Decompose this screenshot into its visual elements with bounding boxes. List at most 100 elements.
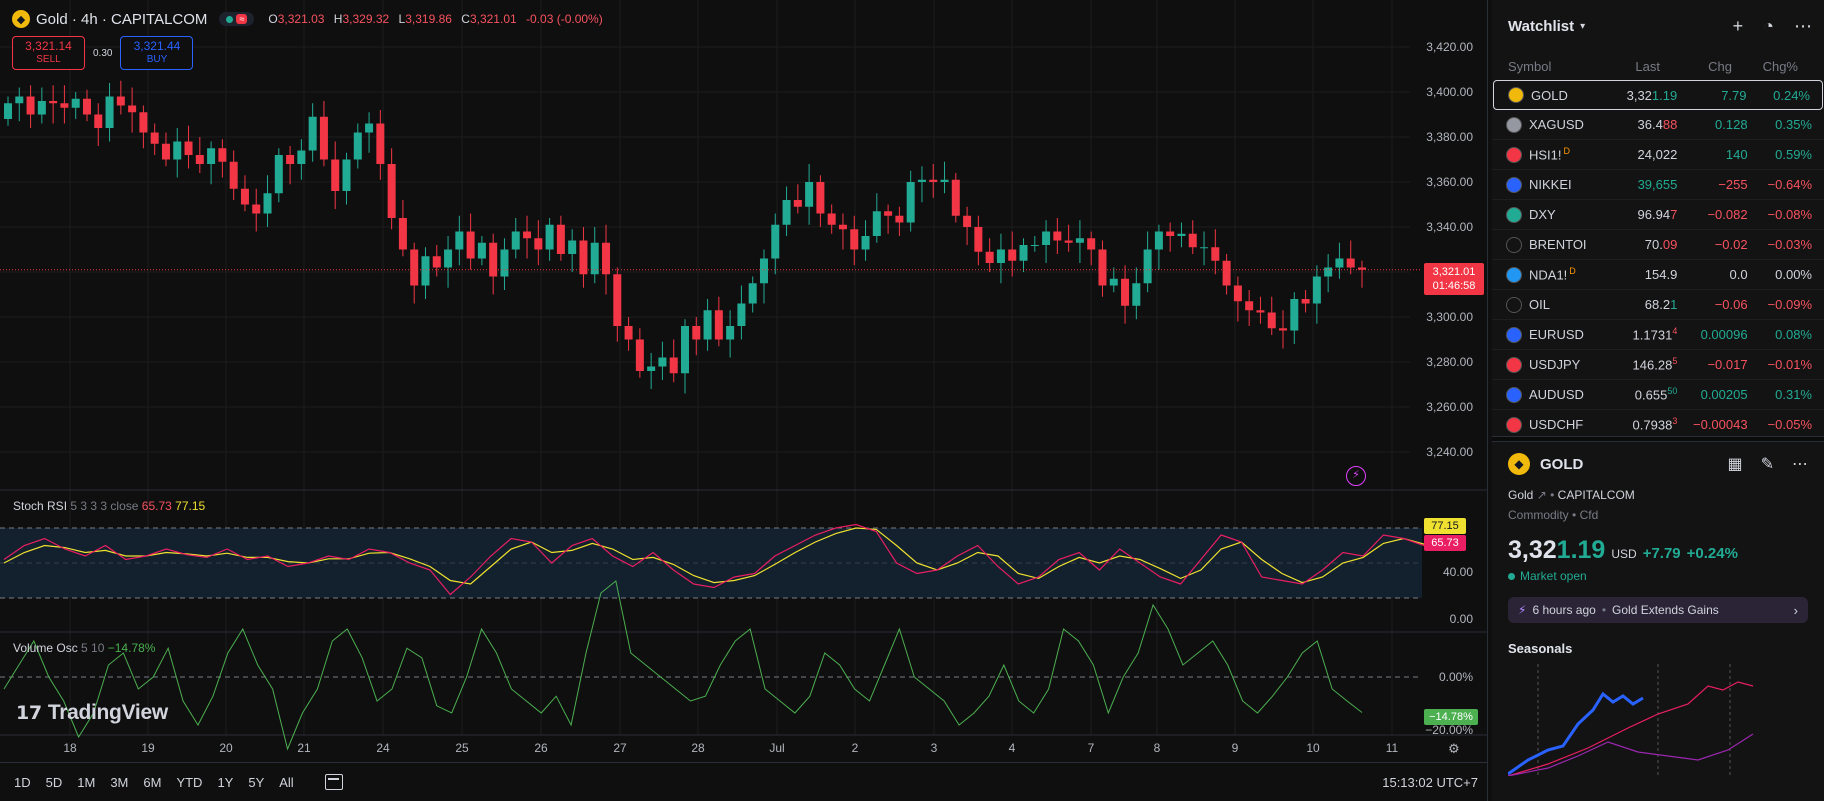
detail-symbol[interactable]: GOLD xyxy=(1540,455,1584,473)
watchlist-row[interactable]: EURUSD 1.17314 0.00096 0.08% xyxy=(1492,320,1824,350)
volume-osc-legend[interactable]: Volume Osc 5 10 −14.78% xyxy=(13,641,155,655)
candle-body xyxy=(286,155,295,164)
panel-divider[interactable] xyxy=(1492,436,1824,442)
col-last[interactable]: Last xyxy=(1635,58,1660,74)
time-axis-label: 11 xyxy=(1385,741,1399,755)
stoch-rsi-legend[interactable]: Stoch RSI 5 3 3 3 close 65.73 77.15 xyxy=(13,499,205,513)
seasonals-title[interactable]: Seasonals xyxy=(1508,641,1573,656)
goto-date-icon[interactable] xyxy=(324,774,343,790)
row-last-main: 0.7938 xyxy=(1632,417,1673,433)
market-status-pill[interactable]: ≈ xyxy=(219,12,255,26)
range-button-ytd[interactable]: YTD xyxy=(176,774,203,790)
time-axis-label: 7 xyxy=(1087,741,1095,755)
candle-body xyxy=(1222,260,1231,286)
detail-price: 3,321.19 USD +7.79 +0.24% xyxy=(1508,536,1808,565)
candle-body xyxy=(1335,258,1344,268)
watchlist-row[interactable]: GOLD 3,321.19 7.79 0.24% xyxy=(1493,80,1823,110)
candle-body xyxy=(26,96,35,115)
chart-legend: ◆ Gold · 4h · CAPITALCOM ≈ O3,321.03 H3,… xyxy=(12,10,609,28)
range-button-5d[interactable]: 5D xyxy=(45,774,63,790)
more-icon[interactable]: ⋯ xyxy=(1794,15,1812,36)
candle-body xyxy=(963,215,972,227)
volume-osc-value: −14.78% xyxy=(107,641,156,655)
watchlist-row[interactable]: XAGUSD 36.488 0.128 0.35% xyxy=(1492,110,1824,140)
candle-body xyxy=(951,179,960,216)
range-button-1m[interactable]: 1M xyxy=(77,774,96,790)
symbol-details: ◆ GOLD ▦ ✎ ⋯ Gold ↗ • CAPITALCOM Commodi… xyxy=(1492,442,1824,779)
row-last-tail: 2 xyxy=(1670,147,1678,162)
time-axis-label: 4 xyxy=(1008,741,1016,755)
candle-body xyxy=(658,357,667,367)
seasonals-chart[interactable] xyxy=(1507,664,1808,777)
axis-settings-icon[interactable]: ⚙ xyxy=(1448,741,1460,756)
symbol-title[interactable]: Gold · 4h · CAPITALCOM xyxy=(36,10,208,28)
last-price: 3,321.01 xyxy=(1432,266,1476,278)
layout-grid-icon[interactable]: ▦ xyxy=(1727,456,1743,473)
candle-body xyxy=(556,224,565,254)
range-button-1d[interactable]: 1D xyxy=(14,774,31,790)
candle-body xyxy=(703,310,712,340)
col-chg[interactable]: Chg xyxy=(1708,58,1732,74)
watchlist-row[interactable]: USDCHF 0.79383 −0.00043 −0.05% xyxy=(1492,410,1824,436)
detail-name[interactable]: Gold xyxy=(1508,488,1534,502)
flash-icon[interactable]: ⚡ xyxy=(1346,466,1366,486)
chart-area[interactable]: ◆ Gold · 4h · CAPITALCOM ≈ O3,321.03 H3,… xyxy=(0,0,1488,801)
range-button-3m[interactable]: 3M xyxy=(110,774,129,790)
candle-body xyxy=(568,240,577,254)
ohlc-values: O3,321.03 H3,329.32 L3,319.86 C3,321.01 … xyxy=(268,12,603,26)
external-link-icon[interactable]: ↗ xyxy=(1536,488,1547,502)
detail-subtype: Cfd xyxy=(1579,508,1599,522)
row-last-tail: 4 xyxy=(1672,326,1678,337)
clock[interactable]: 15:13:02 UTC+7 xyxy=(1382,775,1478,790)
add-symbol-icon[interactable]: + xyxy=(1732,15,1744,36)
watchlist-row[interactable]: AUDUSD 0.65550 0.00205 0.31% xyxy=(1492,380,1824,410)
candle-body xyxy=(523,231,532,239)
range-button-1y[interactable]: 1Y xyxy=(217,774,234,790)
row-chg-pct: 0.59% xyxy=(1775,147,1812,162)
candle-body xyxy=(263,193,272,214)
chevron-down-icon[interactable]: ▾ xyxy=(1580,20,1586,32)
watchlist-row[interactable]: OIL 68.21 −0.06 −0.09% xyxy=(1492,290,1824,320)
range-button-all[interactable]: All xyxy=(279,774,294,790)
watchlist-row[interactable]: HSI1! D 24,022 140 0.59% xyxy=(1492,140,1824,170)
buy-button[interactable]: 3,321.44 BUY xyxy=(120,36,194,70)
news-banner[interactable]: ⚡ 6 hours ago • Gold Extends Gains › xyxy=(1508,597,1808,623)
high-value: 3,329.32 xyxy=(342,12,390,26)
row-chg-pct: 0.31% xyxy=(1775,387,1812,402)
watchlist-row[interactable]: NIKKEI 39,655 −255 −0.64% xyxy=(1492,170,1824,200)
detail-price-tail: 1.19 xyxy=(1556,536,1606,564)
row-last-main: 96.94 xyxy=(1637,207,1671,222)
candle-body xyxy=(308,116,317,151)
candle-body xyxy=(906,182,915,223)
price-axis-label: 3,420.00 xyxy=(1426,40,1473,54)
candle-body xyxy=(726,326,735,340)
data-problem-icon: ≈ xyxy=(236,14,248,24)
sell-button[interactable]: 3,321.14 SELL xyxy=(12,36,85,70)
col-chg-pct[interactable]: Chg% xyxy=(1762,58,1798,74)
low-value: 3,319.86 xyxy=(405,12,452,26)
col-symbol[interactable]: Symbol xyxy=(1508,58,1552,74)
watchlist-row[interactable]: USDJPY 146.285 −0.017 −0.01% xyxy=(1492,350,1824,380)
range-button-5y[interactable]: 5Y xyxy=(248,774,265,790)
candle-body xyxy=(184,141,193,155)
watchlist-row[interactable]: BRENTOI 70.09 −0.02 −0.03% xyxy=(1492,230,1824,260)
watchlist-row[interactable]: DXY 96.947 −0.082 −0.08% xyxy=(1492,200,1824,230)
edit-note-icon[interactable]: ✎ xyxy=(1760,456,1774,473)
row-symbol: NIKKEI xyxy=(1529,177,1572,192)
price-chart-canvas[interactable] xyxy=(0,0,1488,762)
range-button-6m[interactable]: 6M xyxy=(143,774,162,790)
more-icon[interactable]: ⋯ xyxy=(1792,456,1808,473)
advanced-view-icon[interactable]: ◔ xyxy=(1763,15,1774,36)
candle-body xyxy=(500,249,509,277)
news-ago: 6 hours ago xyxy=(1532,603,1596,617)
candle-body xyxy=(805,182,814,207)
market-status: Market open xyxy=(1508,569,1808,583)
watchlist-row[interactable]: NDA1! D 154.9 0.0 0.00% xyxy=(1492,260,1824,290)
row-last-tail: 1 xyxy=(1670,297,1678,312)
stoch-rsi-params: 5 3 3 3 close xyxy=(70,499,139,513)
watchlist-title[interactable]: Watchlist xyxy=(1508,17,1575,35)
candle-body xyxy=(1109,278,1118,286)
price-axis-label: 3,400.00 xyxy=(1426,85,1473,99)
candle-body xyxy=(207,148,216,164)
tradingview-logo[interactable]: 𝟭𝟳 TradingView xyxy=(16,701,168,725)
